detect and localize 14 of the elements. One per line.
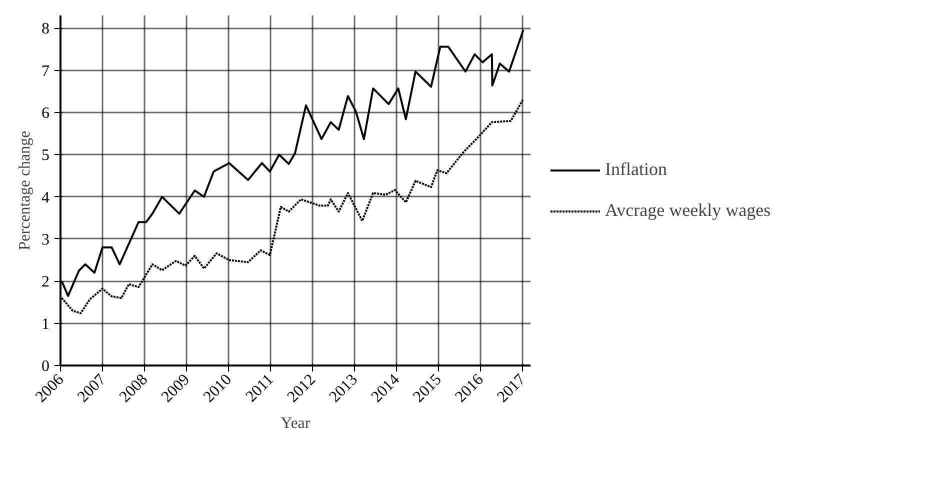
legend-label: Inflation — [605, 159, 667, 180]
x-axis-title: Year — [280, 414, 311, 432]
y-tick-label: 2 — [42, 274, 50, 291]
y-tick-label: 0 — [42, 358, 50, 375]
y-tick-label: 4 — [42, 189, 50, 206]
y-tick-label: 1 — [42, 316, 50, 333]
legend-label: Avcrage weekly wages — [605, 200, 771, 221]
y-tick-label: 5 — [42, 147, 50, 164]
y-tick-label: 8 — [42, 20, 50, 38]
y-axis-title: Percentage change — [16, 130, 34, 250]
y-tick-label: 6 — [42, 104, 50, 122]
y-tick-label: 3 — [42, 231, 50, 248]
y-tick-label: 7 — [42, 62, 50, 80]
x-tick-label: 2011 — [242, 371, 278, 406]
